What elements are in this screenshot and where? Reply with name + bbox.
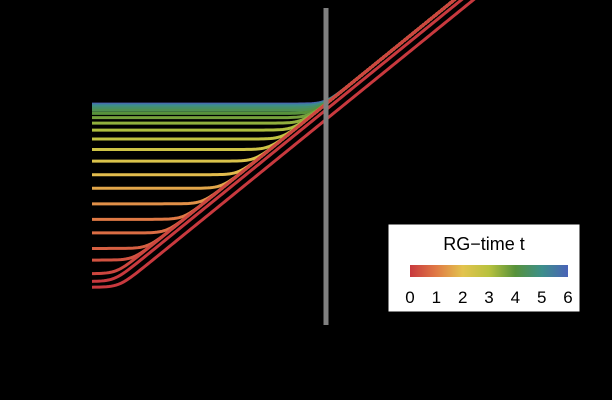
series-group [91, 0, 476, 289]
series-line [91, 0, 476, 289]
colorbar-tick-label: 4 [511, 288, 520, 307]
series-line [91, 0, 464, 283]
colorbar-tick-label: 6 [563, 288, 572, 307]
colorbar-tick-label: 5 [537, 288, 546, 307]
colorbar-tick-label: 0 [405, 288, 414, 307]
colorbar-tick-label: 1 [432, 288, 441, 307]
legend-title: RG−time t [443, 234, 525, 254]
colorbar [410, 265, 568, 277]
series-line [91, 0, 457, 276]
colorbar-tick-label: 2 [458, 288, 467, 307]
colorbar-tick-label: 3 [484, 288, 493, 307]
